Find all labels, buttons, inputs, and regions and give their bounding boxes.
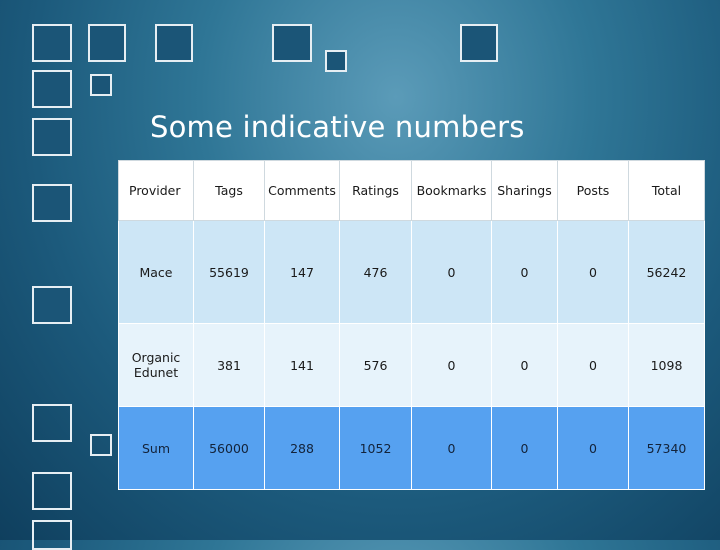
table-cell: 0 — [557, 220, 629, 324]
table-cell: 0 — [491, 323, 558, 407]
column-header: Total — [628, 160, 705, 221]
decorative-square — [32, 70, 72, 108]
decorative-square — [32, 24, 72, 62]
column-header: Sharings — [491, 160, 558, 221]
decorative-square — [90, 74, 112, 96]
table-sum-row: Sum 56000 288 1052 0 0 0 57340 — [118, 406, 705, 490]
table-header-row: Provider Tags Comments Ratings Bookmarks… — [118, 160, 705, 221]
decorative-square — [272, 24, 312, 62]
table-row: Mace 55619 147 476 0 0 0 56242 — [118, 220, 705, 324]
decorative-square — [90, 434, 112, 456]
decorative-square — [155, 24, 193, 62]
decorative-square — [32, 472, 72, 510]
column-header: Bookmarks — [411, 160, 492, 221]
slide-title: Some indicative numbers — [150, 110, 525, 144]
decorative-square — [88, 24, 126, 62]
table-cell: 141 — [264, 323, 340, 407]
table-cell: 0 — [411, 323, 492, 407]
table-cell: 0 — [557, 323, 629, 407]
table-cell: 476 — [339, 220, 412, 324]
table-cell: 381 — [193, 323, 265, 407]
column-header: Provider — [118, 160, 194, 221]
table-row: Organic Edunet 381 141 576 0 0 0 1098 — [118, 323, 705, 407]
table-cell: Organic Edunet — [118, 323, 194, 407]
decorative-square — [460, 24, 498, 62]
decorative-square — [32, 520, 72, 550]
table-cell: 0 — [491, 220, 558, 324]
table-cell: 1098 — [628, 323, 705, 407]
decorative-square — [32, 184, 72, 222]
table-cell: 0 — [557, 406, 629, 490]
decorative-square — [32, 118, 72, 156]
decorative-square — [325, 50, 347, 72]
table-cell: Sum — [118, 406, 194, 490]
decorative-square — [32, 404, 72, 442]
table-cell: 288 — [264, 406, 340, 490]
table-cell: 0 — [491, 406, 558, 490]
table-cell: 0 — [411, 220, 492, 324]
table-cell: 56000 — [193, 406, 265, 490]
table-cell: 57340 — [628, 406, 705, 490]
table-cell: 147 — [264, 220, 340, 324]
decorative-square — [32, 286, 72, 324]
table-cell: 576 — [339, 323, 412, 407]
column-header: Comments — [264, 160, 340, 221]
column-header: Tags — [193, 160, 265, 221]
table-cell: 0 — [411, 406, 492, 490]
column-header: Posts — [557, 160, 629, 221]
numbers-table: Provider Tags Comments Ratings Bookmarks… — [118, 160, 705, 490]
table-cell: 1052 — [339, 406, 412, 490]
table-cell: 55619 — [193, 220, 265, 324]
table-cell: Mace — [118, 220, 194, 324]
column-header: Ratings — [339, 160, 412, 221]
table-cell: 56242 — [628, 220, 705, 324]
